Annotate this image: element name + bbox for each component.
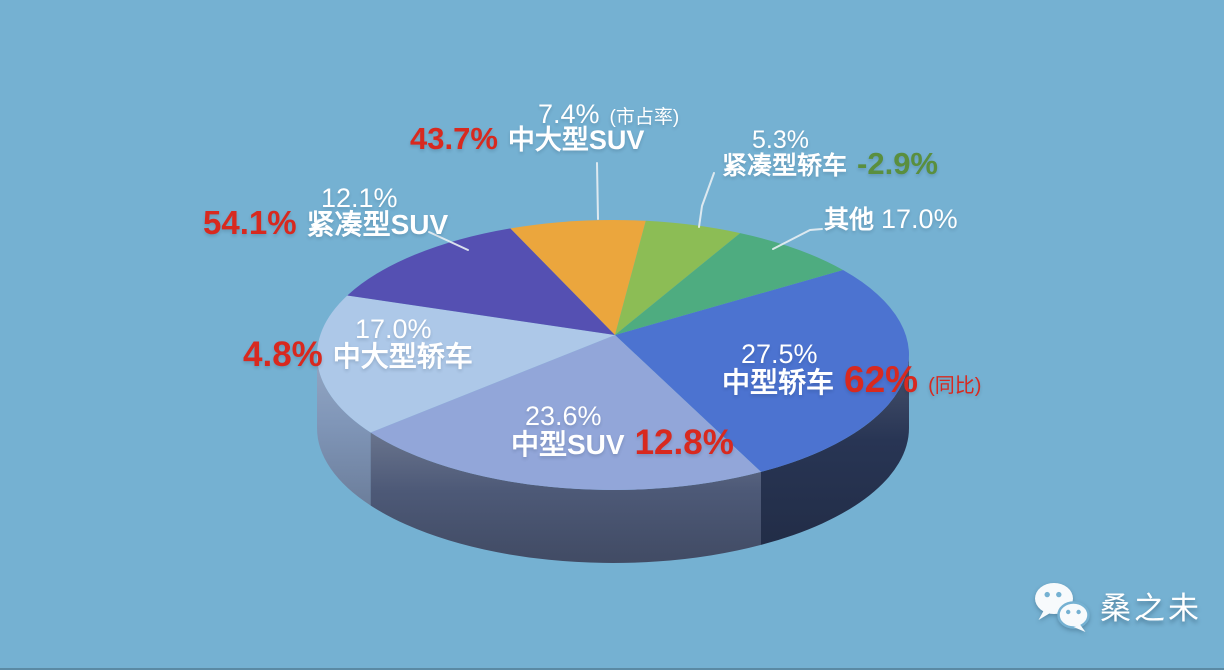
leader-line-3	[428, 231, 469, 251]
share-value: 23.6%	[525, 401, 602, 431]
wechat-icon	[1035, 583, 1090, 632]
yoy-value: -2.9%	[857, 146, 938, 181]
leader-line-2	[772, 228, 823, 250]
slice-name: 中型SUV	[511, 429, 625, 460]
share-value: 12.1%	[321, 183, 398, 213]
pie-slice-1	[370, 335, 761, 490]
label-zhongdaxing-jiaoche: 4.8% 中大型轿车	[243, 337, 473, 372]
label-zhongxing-suv: 中型SUV 12.8%	[511, 425, 734, 460]
pie-slice-5	[615, 220, 741, 335]
watermark-text: 桑之未	[1100, 590, 1202, 626]
label-zhongdaxing-jiaoche-share: 17.0%	[355, 316, 432, 343]
yoy-note: (同比)	[928, 375, 982, 397]
yoy-value: 54.1%	[203, 204, 297, 241]
pie-side-0	[761, 355, 909, 545]
yoy-value: 43.7%	[410, 121, 498, 156]
share-value: 7.4%	[538, 99, 600, 129]
label-jincou-jiaoche-share: 5.3%	[752, 128, 809, 153]
pie-side-2	[316, 355, 371, 506]
label-zhongdaxing-suv-share: 7.4% (市占率)	[538, 101, 679, 128]
label-qita: 其他 17.0%	[824, 206, 958, 233]
slice-name: 紧凑型轿车	[722, 152, 848, 180]
leader-line-0	[596, 162, 599, 220]
slice-name: 中型轿车	[722, 367, 835, 398]
share-value: 27.5%	[741, 339, 818, 369]
pie-slice-3	[347, 228, 615, 335]
label-zhongdaxing-suv: 43.7% 中大型SUV	[410, 123, 644, 154]
slice-name: 其他	[824, 206, 875, 234]
watermark: 桑之未	[1034, 582, 1202, 634]
share-value: 17.0%	[881, 204, 958, 234]
slice-name: 紧凑型SUV	[306, 209, 449, 240]
label-jincou-suv-share: 12.1%	[321, 185, 398, 212]
pie-slice-2	[316, 295, 615, 433]
slice-name: 中大型SUV	[507, 125, 645, 155]
label-jincou-suv: 54.1% 紧凑型SUV	[203, 206, 448, 239]
leader-line-1	[698, 172, 715, 228]
label-zhongxing-jiaoche: 中型轿车 62% (同比)	[722, 361, 981, 398]
share-value: 17.0%	[355, 314, 432, 344]
pie-side-1	[370, 432, 761, 563]
label-zhongxing-jiaoche-share: 27.5%	[741, 341, 818, 368]
share-value: 5.3%	[752, 126, 809, 154]
pie-slice-4	[510, 219, 646, 335]
label-zhongxing-suv-share: 23.6%	[525, 403, 602, 430]
yoy-value: 62%	[844, 359, 919, 400]
pie-slice-6	[615, 233, 843, 335]
share-note: (市占率)	[609, 107, 680, 128]
yoy-value: 12.8%	[634, 423, 734, 462]
bottom-divider	[0, 668, 1224, 670]
yoy-value: 4.8%	[243, 335, 323, 374]
pie-slice-0	[615, 270, 910, 472]
label-jincou-jiaoche: 紧凑型轿车 -2.9%	[722, 148, 938, 179]
slice-name: 中大型轿车	[332, 341, 473, 372]
